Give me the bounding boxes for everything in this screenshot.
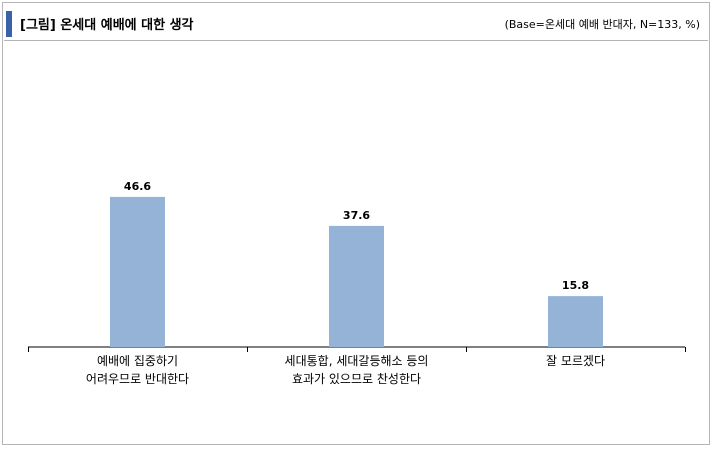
bar-3	[548, 296, 603, 347]
bar-2	[329, 225, 384, 347]
base-note: (Base=온세대 예배 반대자, N=133, %)	[504, 18, 700, 31]
category-label-3: 잘 모르겠다	[545, 354, 605, 368]
title-divider	[4, 40, 708, 41]
value-labels: 46.6 37.6 15.8	[124, 180, 589, 292]
title-accent-bar	[6, 11, 12, 37]
bars	[110, 196, 603, 347]
category-label-2: 세대통합, 세대갈등해소 등의 효과가 있으므로 찬성한다	[284, 354, 429, 386]
chart-title: [그림] 온세대 예배에 대한 생각	[20, 18, 194, 33]
value-label-1: 46.6	[124, 180, 151, 193]
bar-1	[110, 196, 165, 347]
category-label-1: 예배에 집중하기 어려우므로 반대한다	[85, 354, 190, 386]
chart-frame	[2, 2, 710, 445]
value-label-2: 37.6	[343, 209, 370, 222]
value-label-3: 15.8	[562, 279, 589, 292]
